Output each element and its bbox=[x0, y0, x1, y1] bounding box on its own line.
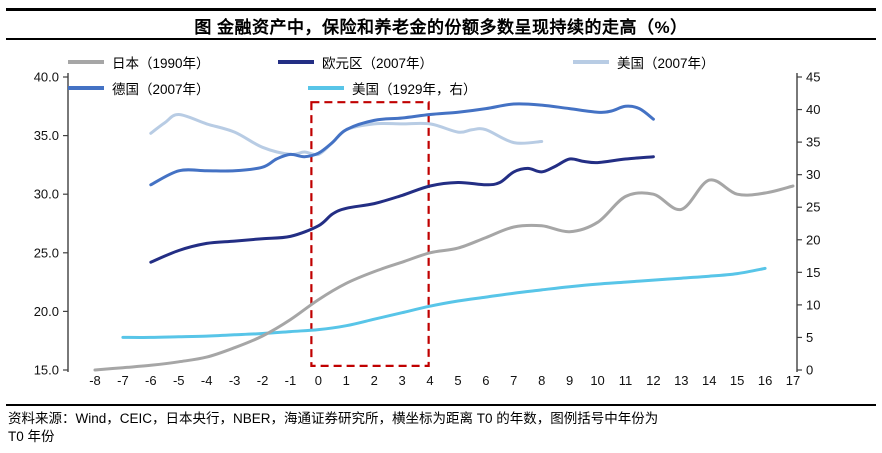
highlight-box bbox=[310, 101, 430, 367]
line-chart: 15.020.025.030.035.040.00510152025303540… bbox=[34, 70, 821, 389]
chart-legend: 日本（1990年） 欧元区（2007年） 美国（2007年） 德国（2007年）… bbox=[0, 53, 882, 101]
x-axis-tick-label: 0 bbox=[315, 373, 322, 388]
legend-label-germany: 德国（2007年） bbox=[112, 82, 210, 97]
left-axis-tick-label: 35.0 bbox=[34, 128, 59, 143]
legend-item-us-1929: 美国（1929年，右） bbox=[308, 79, 477, 97]
x-axis-tick-label: 2 bbox=[371, 373, 378, 388]
legend-line-sample-us-2007 bbox=[573, 60, 609, 64]
x-axis-tick-label: 1 bbox=[343, 373, 350, 388]
legend-item-us-2007: 美国（2007年） bbox=[573, 53, 715, 71]
legend-line-sample-us-1929 bbox=[308, 86, 344, 90]
left-axis-tick-label: 40.0 bbox=[34, 70, 59, 85]
title-bottom-rule bbox=[6, 38, 876, 40]
legend-label-japan: 日本（1990年） bbox=[112, 56, 210, 71]
source-note-line2: T0 年份 bbox=[8, 429, 55, 444]
series-eurozone-2007 bbox=[149, 155, 655, 264]
right-axis-tick-label: 15 bbox=[806, 265, 820, 280]
series-japan-1990 bbox=[93, 178, 795, 372]
x-axis-tick-label: 17 bbox=[786, 373, 800, 388]
x-axis-tick-label: 4 bbox=[426, 373, 433, 388]
x-axis-tick-label: 12 bbox=[646, 373, 660, 388]
x-axis-tick-label: 3 bbox=[399, 373, 406, 388]
series-us-1929-right bbox=[121, 266, 767, 339]
source-note-line1: 资料来源：Wind，CEIC，日本央行，NBER，海通证券研究所，横坐标为距离 … bbox=[8, 411, 659, 426]
x-axis-tick-label: -6 bbox=[145, 373, 157, 388]
series-us-2007 bbox=[149, 112, 544, 157]
title-top-rule bbox=[6, 8, 876, 11]
x-axis-tick-label: 7 bbox=[510, 373, 517, 388]
right-axis-tick-label: 10 bbox=[806, 297, 820, 312]
right-axis-tick-label: 30 bbox=[806, 167, 820, 182]
x-axis-tick-label: -5 bbox=[173, 373, 185, 388]
x-axis-tick-label: 13 bbox=[674, 373, 688, 388]
x-axis-tick-label: -3 bbox=[229, 373, 241, 388]
legend-label-us-1929: 美国（1929年，右） bbox=[352, 82, 477, 97]
series-germany-2007 bbox=[149, 102, 655, 187]
x-axis-tick-label: 5 bbox=[454, 373, 461, 388]
x-axis-tick-label: 15 bbox=[730, 373, 744, 388]
x-axis-tick-label: 10 bbox=[590, 373, 604, 388]
left-axis-tick-label: 15.0 bbox=[34, 363, 59, 378]
source-rule bbox=[6, 404, 876, 406]
x-axis-tick-label: 9 bbox=[566, 373, 573, 388]
x-axis-tick-label: -8 bbox=[89, 373, 101, 388]
right-axis-tick-label: 25 bbox=[806, 200, 820, 215]
x-axis-tick-label: -2 bbox=[257, 373, 269, 388]
x-axis-tick-label: 11 bbox=[619, 373, 633, 388]
legend-line-sample-eurozone bbox=[278, 60, 314, 64]
x-axis-tick-label: 14 bbox=[702, 373, 716, 388]
left-axis-tick-label: 20.0 bbox=[34, 304, 59, 319]
x-axis-tick-label: -1 bbox=[285, 373, 297, 388]
x-axis-tick-label: -7 bbox=[117, 373, 129, 388]
source-note: 资料来源：Wind，CEIC，日本央行，NBER，海通证券研究所，横坐标为距离 … bbox=[8, 410, 874, 446]
right-axis-tick-label: 5 bbox=[806, 330, 813, 345]
x-axis-tick-label: 6 bbox=[482, 373, 489, 388]
right-axis-tick-label: 45 bbox=[806, 70, 820, 85]
legend-label-eurozone: 欧元区（2007年） bbox=[322, 56, 434, 71]
legend-item-germany-2007: 德国（2007年） bbox=[68, 79, 210, 97]
figure-title: 图 金融资产中，保险和养老金的份额多数呈现持续的走高（%） bbox=[194, 18, 688, 37]
right-axis-tick-label: 20 bbox=[806, 232, 820, 247]
right-axis-tick-label: 0 bbox=[806, 363, 813, 378]
right-axis-tick-label: 35 bbox=[806, 135, 820, 150]
legend-line-sample-germany bbox=[68, 86, 104, 90]
legend-line-sample-japan bbox=[68, 60, 104, 64]
x-axis-tick-label: 8 bbox=[538, 373, 545, 388]
legend-item-eurozone-2007: 欧元区（2007年） bbox=[278, 53, 433, 71]
right-axis-tick-label: 40 bbox=[806, 102, 820, 117]
legend-item-japan-1990: 日本（1990年） bbox=[68, 53, 210, 71]
x-axis-tick-label: -4 bbox=[201, 373, 213, 388]
left-axis-tick-label: 30.0 bbox=[34, 187, 59, 202]
x-axis-tick-label: 16 bbox=[758, 373, 772, 388]
legend-label-us-2007: 美国（2007年） bbox=[617, 56, 715, 71]
left-axis-tick-label: 25.0 bbox=[34, 245, 59, 260]
